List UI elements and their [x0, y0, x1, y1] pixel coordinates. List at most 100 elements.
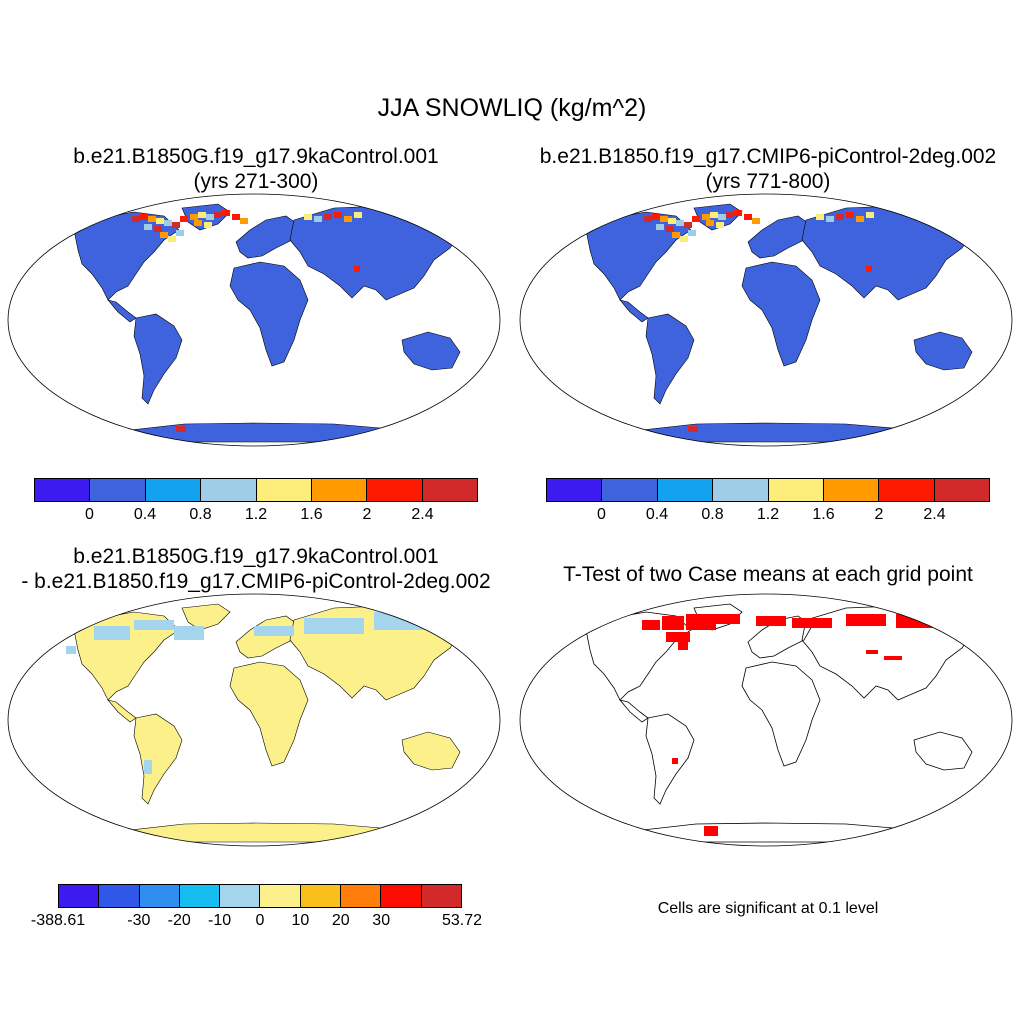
snow-cell — [132, 216, 140, 222]
colorbar-swatch — [139, 885, 180, 907]
colorbar-swatch — [260, 885, 301, 907]
snow-cell — [726, 212, 734, 218]
continent-antarctica — [615, 422, 917, 443]
snow-cell — [334, 212, 342, 218]
snow-cell — [706, 220, 714, 226]
continent-africa — [229, 661, 309, 767]
snow-cell — [180, 216, 188, 222]
snow-cell — [206, 214, 214, 220]
continent-south-america — [645, 313, 695, 405]
snow-cell — [660, 216, 668, 222]
colorbar-case1 — [34, 478, 478, 502]
snow-cell — [866, 266, 872, 272]
snow-cell — [826, 216, 834, 222]
colorbar-swatch — [602, 479, 658, 501]
snow-cell — [176, 426, 186, 432]
snow-cell — [168, 236, 176, 242]
continent-africa — [741, 661, 821, 767]
colorbar-swatch — [59, 885, 100, 907]
colorbar-swatch — [768, 479, 824, 501]
map-border — [7, 193, 501, 447]
snow-cell — [154, 226, 162, 232]
snow-cell — [304, 214, 312, 220]
snow-cell — [140, 214, 148, 220]
panel-2-title-line2: (yrs 771-800) — [705, 170, 831, 193]
significant-cell — [672, 758, 678, 764]
continent-south-america — [645, 713, 695, 805]
snow-cell — [160, 232, 168, 238]
significant-cell — [642, 620, 660, 630]
colorbar-tick-label: 0.4 — [133, 506, 157, 523]
colorbar-swatch — [879, 479, 935, 501]
snow-cell — [652, 214, 660, 220]
snow-cell — [644, 216, 652, 222]
colorbar-tick-label: -388.61 — [30, 912, 86, 929]
colorbar-swatch — [99, 885, 140, 907]
snow-cell — [194, 220, 202, 226]
snow-cell — [434, 216, 442, 222]
difference-cell-negative — [174, 626, 204, 640]
significant-cell — [686, 614, 716, 630]
significant-cell — [866, 650, 878, 654]
colorbar-tick-label: 0.4 — [645, 506, 669, 523]
map-panel-case2 — [519, 193, 1013, 447]
significant-cell — [896, 614, 946, 628]
continent-north-america — [73, 211, 180, 301]
difference-cell-negative — [374, 612, 444, 630]
difference-cell-negative — [94, 626, 130, 640]
colorbar-tick-label: 20 — [331, 912, 350, 929]
colorbar-tick-label: 1.2 — [756, 506, 780, 523]
snow-cell — [752, 218, 760, 224]
snow-cell — [866, 212, 874, 218]
colorbar-tick-label: 0 — [85, 506, 94, 523]
panel-4-title: T-Test of two Case means at each grid po… — [512, 562, 1024, 587]
colorbar-swatch — [381, 885, 422, 907]
map-border — [519, 593, 1013, 847]
colorbar-swatch — [421, 885, 461, 907]
difference-cell-negative — [254, 626, 294, 636]
snow-cell — [176, 230, 184, 236]
significant-cell — [662, 616, 684, 630]
snow-cell — [680, 236, 688, 242]
colorbar-tick-label: 30 — [372, 912, 391, 929]
snow-cell — [198, 212, 206, 218]
continent-central-america — [107, 299, 137, 323]
colorbar-tick-label: 1.2 — [244, 506, 268, 523]
continent-australia — [401, 331, 461, 371]
snow-cell — [144, 224, 152, 230]
continent-north-america — [585, 611, 692, 701]
significant-cell — [846, 614, 886, 626]
colorbar-swatch — [422, 479, 477, 501]
snow-cell — [710, 212, 718, 218]
snow-cell — [734, 210, 742, 216]
panel-3-title-line2: - b.e21.B1850.f19_g17.CMIP6-piControl-2d… — [21, 570, 491, 593]
significant-cell — [956, 622, 974, 636]
continent-central-america — [618, 699, 649, 723]
continent-antarctica — [615, 822, 917, 843]
colorbar-tick-label: 1.6 — [812, 506, 835, 523]
colorbar-tick-label: 2.4 — [923, 506, 946, 523]
colorbar-swatch — [311, 479, 368, 501]
snow-cell — [856, 216, 864, 222]
snow-cell — [816, 214, 824, 220]
colorbar-swatch — [179, 885, 221, 907]
difference-cell-negative — [444, 620, 460, 640]
panel-1-title-line1: b.e21.B1850G.f19_g17.9kaControl.001 — [73, 145, 439, 168]
snow-cell — [692, 216, 700, 222]
difference-cell-negative — [66, 646, 76, 654]
significant-cell — [666, 632, 690, 642]
significant-cell — [704, 826, 718, 836]
panel-3-title-line1: b.e21.B1850G.f19_g17.9kaControl.001 — [73, 545, 439, 568]
map-border — [519, 193, 1013, 447]
snow-cell — [324, 214, 332, 220]
map-border — [7, 593, 501, 847]
snow-cell — [688, 426, 698, 432]
colorbar-swatch — [367, 479, 423, 501]
colorbar-swatch — [823, 479, 880, 501]
colorbar-tick-label: 2 — [874, 506, 884, 523]
colorbar-swatch — [90, 479, 146, 501]
colorbar-swatch — [35, 479, 91, 501]
snow-cell — [172, 222, 180, 228]
snow-cell — [946, 216, 954, 222]
continent-greenland — [181, 603, 231, 631]
